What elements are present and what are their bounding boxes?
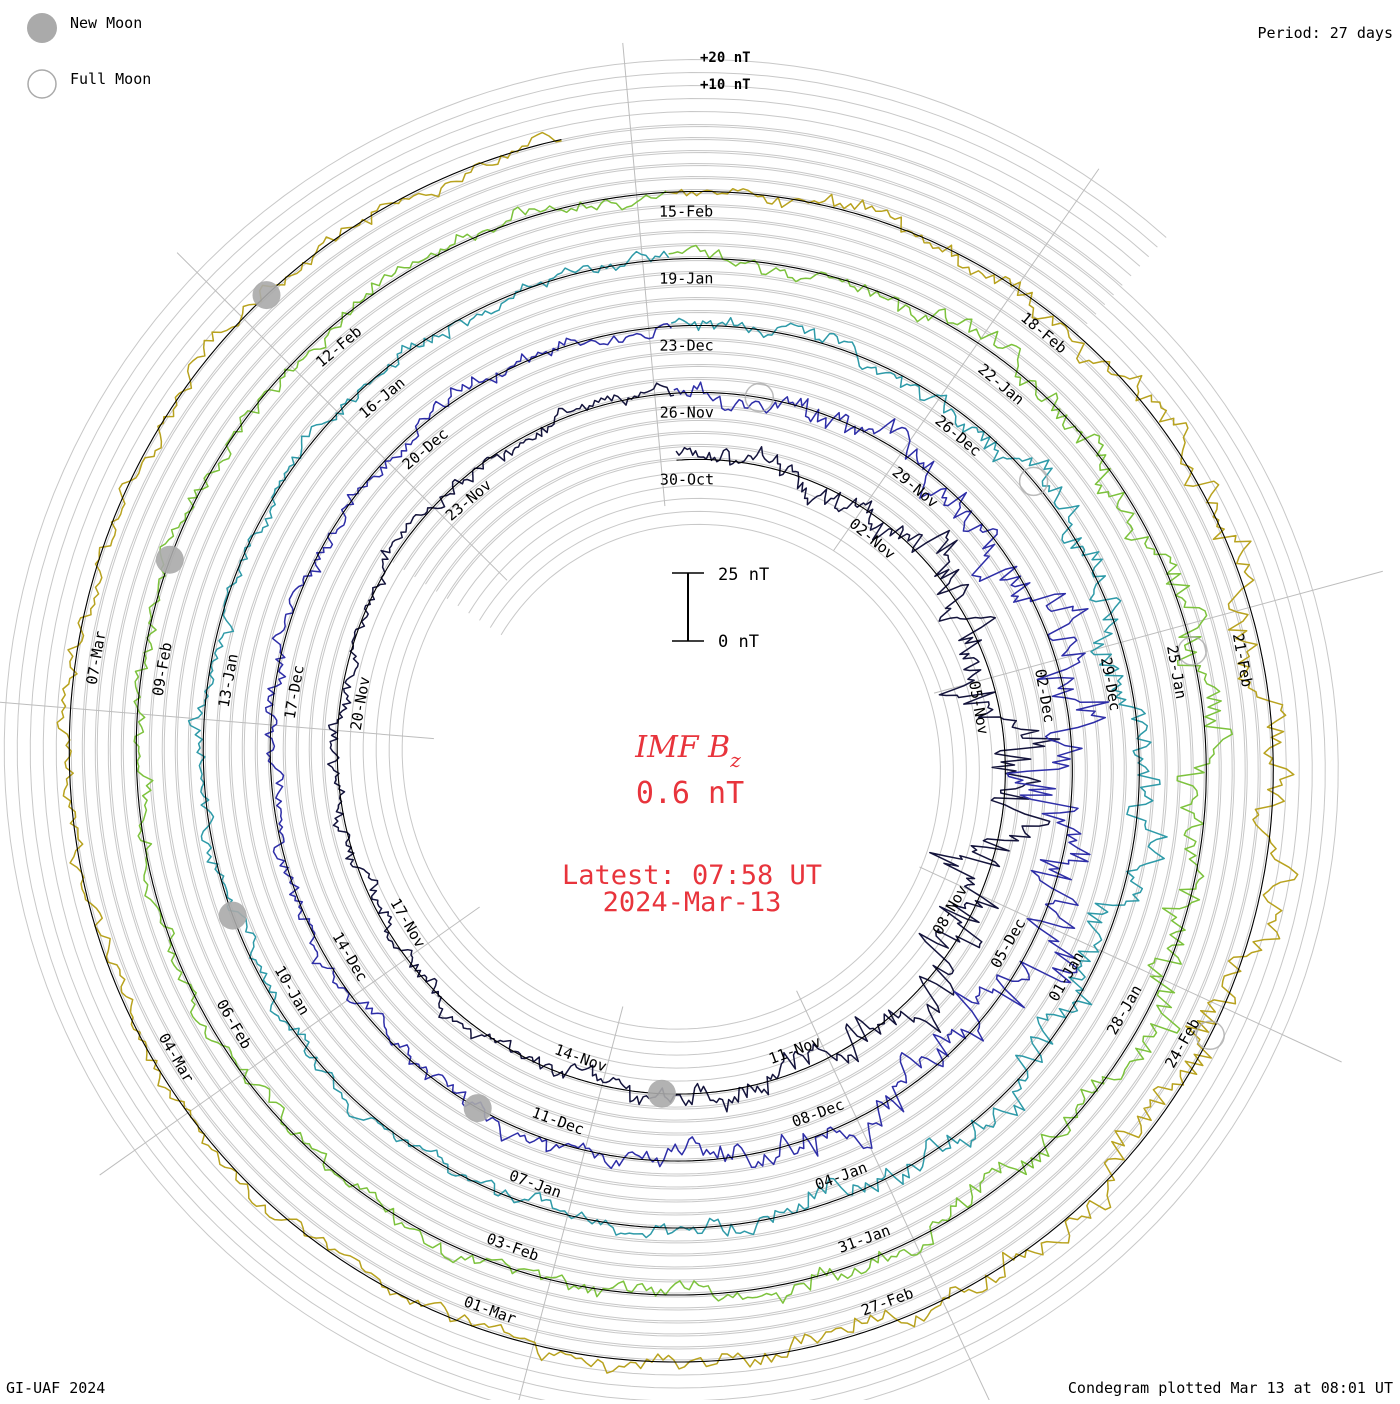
date-label: 02-Dec bbox=[1031, 668, 1058, 725]
full-moon-marker bbox=[744, 382, 775, 413]
grid-spiral bbox=[94, 149, 1248, 1337]
grid-spiral bbox=[55, 110, 1287, 1376]
spoke-line bbox=[919, 866, 1342, 1063]
spoke-line bbox=[796, 990, 992, 1404]
spoke-line bbox=[622, 42, 666, 507]
new-moon-legend-label: New Moon bbox=[70, 14, 142, 32]
scale-bar-top-label: 25 nT bbox=[718, 565, 769, 585]
period-label: Period: 27 days bbox=[1258, 24, 1393, 42]
grid-spiral bbox=[120, 175, 1222, 1311]
spoke-layer bbox=[0, 42, 1383, 1404]
date-label: 02-Nov bbox=[846, 515, 899, 564]
center-latest-time: Latest: 07:58 UT bbox=[562, 860, 822, 891]
spoke-line bbox=[0, 701, 434, 740]
baseline-ring-30-Oct bbox=[336, 392, 1006, 1095]
date-label: 04-Mar bbox=[155, 1030, 198, 1086]
spoke-line bbox=[833, 168, 1100, 551]
new-moon-marker bbox=[218, 901, 247, 930]
date-label: 15-Feb bbox=[659, 202, 713, 220]
trace-ring-30-Oct bbox=[327, 382, 1061, 1113]
date-label: 25-Jan bbox=[1163, 644, 1190, 701]
grid-spiral bbox=[133, 188, 1209, 1298]
grid-spiral bbox=[16, 71, 1326, 1404]
grid-spiral bbox=[107, 162, 1235, 1324]
baseline-ring-19-Jan bbox=[135, 191, 1207, 1296]
full-moon-marker bbox=[1195, 1020, 1225, 1051]
date-label: 07-Mar bbox=[83, 630, 110, 686]
grid-spiral bbox=[42, 97, 1300, 1389]
scale-label-plus20: +20 nT bbox=[700, 50, 751, 66]
date-label: 13-Jan bbox=[215, 652, 242, 708]
new-moon-marker bbox=[463, 1094, 492, 1123]
date-label: 05-Nov bbox=[965, 679, 992, 736]
date-label: 29-Nov bbox=[889, 463, 942, 512]
full-moon-marker bbox=[1177, 636, 1207, 666]
full-moon-legend-icon bbox=[27, 69, 57, 99]
date-label: 23-Dec bbox=[659, 336, 713, 354]
grid-spiral bbox=[29, 84, 1313, 1402]
date-label: 11-Dec bbox=[529, 1103, 586, 1138]
center-title-main: IMF B bbox=[634, 730, 730, 765]
center-title: IMF Bz bbox=[634, 730, 741, 772]
date-label: 12-Feb bbox=[312, 322, 365, 371]
grid-spiral bbox=[81, 136, 1261, 1350]
date-label: 26-Dec bbox=[932, 412, 985, 461]
spoke-line bbox=[176, 252, 508, 581]
full-moon-legend-label: Full Moon bbox=[70, 70, 151, 88]
new-moon-marker bbox=[155, 545, 184, 574]
footer-right: Condegram plotted Mar 13 at 08:01 UT bbox=[1068, 1379, 1393, 1397]
center-title-sub: z bbox=[729, 748, 741, 772]
scale-bar-bottom-label: 0 nT bbox=[718, 632, 759, 652]
date-label: 17-Dec bbox=[281, 664, 308, 720]
baseline-ring-15-Feb bbox=[68, 138, 1274, 1363]
center-latest-date: 2024-Mar-13 bbox=[603, 887, 782, 918]
date-label: 30-Oct bbox=[660, 470, 714, 488]
trace-ring-19-Jan bbox=[133, 190, 1233, 1304]
date-label: 26-Nov bbox=[660, 403, 714, 421]
full-moon-marker bbox=[1018, 466, 1049, 497]
date-label: 23-Nov bbox=[442, 476, 495, 525]
trace-ring-26-Nov bbox=[264, 323, 1110, 1170]
center-value: 0.6 nT bbox=[636, 776, 744, 811]
scale-label-plus10: +10 nT bbox=[700, 77, 751, 93]
date-label: 19-Jan bbox=[659, 269, 713, 287]
baseline-ring-26-Nov bbox=[269, 325, 1073, 1162]
baseline-layer bbox=[68, 138, 1274, 1363]
footer-left: GI-UAF 2024 bbox=[6, 1379, 105, 1397]
spoke-line bbox=[933, 570, 1383, 694]
date-label: 16-Jan bbox=[355, 374, 408, 423]
date-label: 20-Nov bbox=[347, 675, 374, 731]
spoke-line bbox=[99, 906, 480, 1176]
moon-layer bbox=[155, 281, 1225, 1123]
new-moon-legend-icon bbox=[27, 13, 57, 43]
new-moon-marker bbox=[647, 1079, 676, 1108]
new-moon-marker bbox=[252, 281, 281, 310]
baseline-ring-23-Dec bbox=[202, 258, 1140, 1229]
date-label: 18-Feb bbox=[1017, 309, 1070, 358]
date-label: 21-Feb bbox=[1229, 632, 1256, 689]
